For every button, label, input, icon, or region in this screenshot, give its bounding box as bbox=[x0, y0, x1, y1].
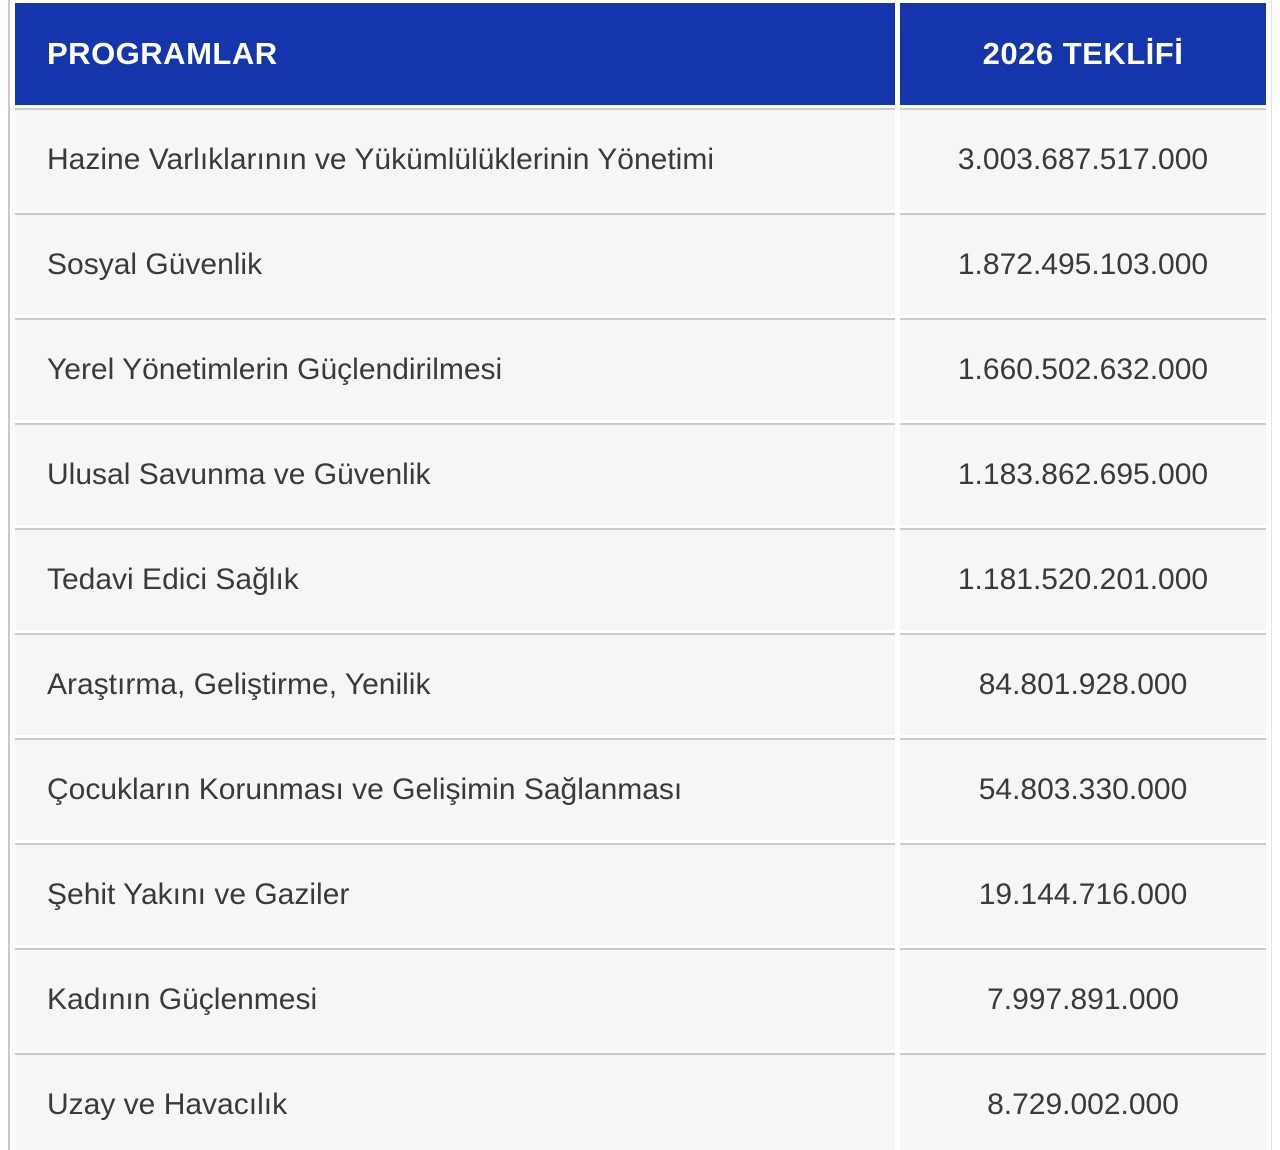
table-row: Uzay ve Havacılık 8.729.002.000 bbox=[15, 1053, 1266, 1150]
table-row: Araştırma, Geliştirme, Yenilik 84.801.92… bbox=[15, 633, 1266, 735]
table-row: Çocukların Korunması ve Gelişimin Sağlan… bbox=[15, 738, 1266, 840]
budget-value-cell: 1.183.862.695.000 bbox=[900, 423, 1266, 525]
table-row: Tedavi Edici Sağlık 1.181.520.201.000 bbox=[15, 528, 1266, 630]
table-row: Hazine Varlıklarının ve Yükümlülüklerini… bbox=[15, 108, 1266, 210]
programs-column-header: PROGRAMLAR bbox=[15, 3, 895, 105]
budget-value-cell: 84.801.928.000 bbox=[900, 633, 1266, 735]
program-name-cell: Sosyal Güvenlik bbox=[15, 213, 895, 315]
program-name-cell: Yerel Yönetimlerin Güçlendirilmesi bbox=[15, 318, 895, 420]
program-name-cell: Kadının Güçlenmesi bbox=[15, 948, 895, 1050]
table-row: Şehit Yakını ve Gaziler 19.144.716.000 bbox=[15, 843, 1266, 945]
budget-value-cell: 8.729.002.000 bbox=[900, 1053, 1266, 1150]
program-name-cell: Ulusal Savunma ve Güvenlik bbox=[15, 423, 895, 525]
table-row: Yerel Yönetimlerin Güçlendirilmesi 1.660… bbox=[15, 318, 1266, 420]
program-name-cell: Hazine Varlıklarının ve Yükümlülüklerini… bbox=[15, 108, 895, 210]
proposal-2026-column-header: 2026 TEKLİFİ bbox=[900, 3, 1266, 105]
budget-value-cell: 3.003.687.517.000 bbox=[900, 108, 1266, 210]
budget-value-cell: 19.144.716.000 bbox=[900, 843, 1266, 945]
table-row: Kadının Güçlenmesi 7.997.891.000 bbox=[15, 948, 1266, 1050]
budget-value-cell: 54.803.330.000 bbox=[900, 738, 1266, 840]
program-name-cell: Araştırma, Geliştirme, Yenilik bbox=[15, 633, 895, 735]
program-name-cell: Çocukların Korunması ve Gelişimin Sağlan… bbox=[15, 738, 895, 840]
budget-value-cell: 7.997.891.000 bbox=[900, 948, 1266, 1050]
budget-value-cell: 1.660.502.632.000 bbox=[900, 318, 1266, 420]
budget-value-cell: 1.872.495.103.000 bbox=[900, 213, 1266, 315]
programs-budget-table: PROGRAMLAR 2026 TEKLİFİ Hazine Varlıklar… bbox=[8, 0, 1272, 1150]
table-row: Sosyal Güvenlik 1.872.495.103.000 bbox=[15, 213, 1266, 315]
program-name-cell: Uzay ve Havacılık bbox=[15, 1053, 895, 1150]
header-row: PROGRAMLAR 2026 TEKLİFİ bbox=[15, 3, 1266, 105]
budget-value-cell: 1.181.520.201.000 bbox=[900, 528, 1266, 630]
program-name-cell: Şehit Yakını ve Gaziler bbox=[15, 843, 895, 945]
table-row: Ulusal Savunma ve Güvenlik 1.183.862.695… bbox=[15, 423, 1266, 525]
program-name-cell: Tedavi Edici Sağlık bbox=[15, 528, 895, 630]
